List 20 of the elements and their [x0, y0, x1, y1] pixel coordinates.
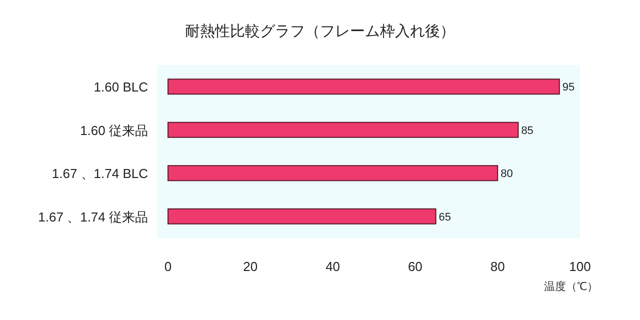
data-label: 80 [500, 168, 513, 180]
x-tick-label: 60 [408, 259, 422, 274]
bar [168, 78, 560, 95]
y-tick-label: 1.60 従来品 [80, 122, 148, 138]
bar [168, 165, 498, 182]
x-tick-label: 100 [569, 259, 591, 274]
bar [168, 122, 519, 138]
bar [168, 208, 436, 224]
x-tick-label: 40 [326, 259, 340, 274]
y-tick-label: 1.60 BLC [94, 80, 148, 95]
x-tick-label: 0 [164, 259, 172, 274]
x-axis-title: 温度（℃） [544, 280, 598, 293]
x-tick-label: 80 [490, 259, 505, 274]
chart-title: 耐熱性比較グラフ（フレーム枠入れ後） [185, 23, 455, 40]
data-label: 65 [438, 211, 452, 224]
data-label: 95 [562, 82, 575, 94]
y-tick-label: 1.67 、1.74 BLC [52, 166, 148, 182]
data-label: 85 [521, 124, 534, 137]
x-tick-label: 20 [243, 259, 258, 274]
y-tick-label: 1.67 、1.74 従来品 [38, 209, 148, 224]
